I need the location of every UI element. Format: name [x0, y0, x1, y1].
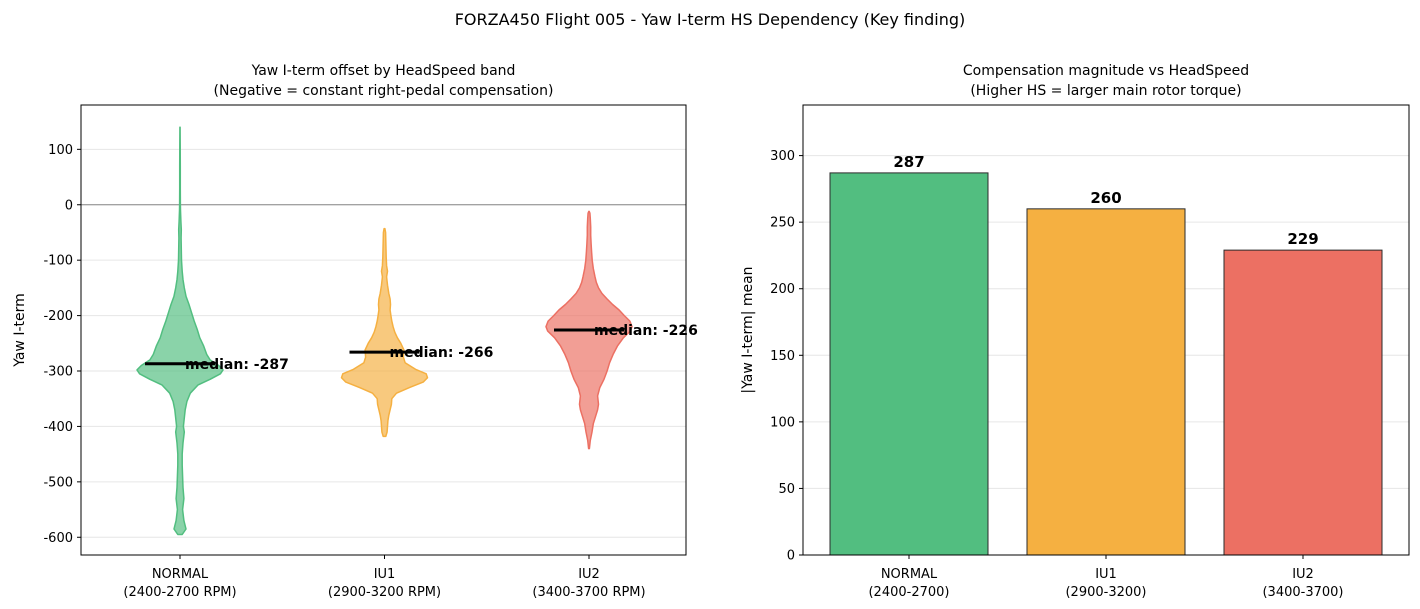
y-tick-label: -500 — [43, 475, 73, 490]
y-tick-label: 300 — [770, 149, 795, 164]
y-tick-label: 100 — [48, 143, 73, 158]
bars: 287 260 229 — [829, 153, 1383, 556]
bar-value-label: 229 — [1287, 230, 1318, 248]
bar-y-axis: 0 50 100 150 200 250 300 — [770, 149, 803, 564]
violin-iu1 — [340, 227, 429, 438]
x-tick-label: IU1 — [374, 567, 396, 582]
x-tick-label: IU2 — [1292, 567, 1314, 582]
y-tick-label: -400 — [43, 420, 73, 435]
y-tick-label: -200 — [43, 309, 73, 324]
x-tick-label: NORMAL — [152, 567, 209, 582]
bar-normal — [829, 172, 989, 556]
x-tick-label: (2900-3200 RPM) — [328, 585, 441, 600]
median-label: median: -287 — [185, 357, 289, 373]
y-tick-label: 0 — [65, 198, 73, 213]
median-markers: median: -287 median: -266 median: -226 — [145, 323, 698, 373]
figure-suptitle: FORZA450 Flight 005 - Yaw I-term HS Depe… — [455, 10, 966, 29]
violin-y-axis-label: Yaw I-term — [12, 293, 28, 368]
violin-x-axis: NORMAL (2400-2700 RPM) IU1 (2900-3200 RPM) I… — [123, 555, 646, 600]
violin-normal — [136, 126, 224, 536]
x-tick-label: IU2 — [578, 567, 600, 582]
y-tick-label: 50 — [778, 482, 795, 497]
y-tick-label: 100 — [770, 415, 795, 430]
y-tick-label: 250 — [770, 216, 795, 231]
y-tick-label: -100 — [43, 254, 73, 269]
violin-plot-frame — [80, 104, 687, 556]
violin-chart: Yaw I-term offset by HeadSpeed band (Neg… — [12, 63, 698, 600]
x-tick-label: (3400-3700) — [1262, 585, 1343, 600]
violin-chart-subtitle: (Negative = constant right-pedal compens… — [214, 83, 554, 99]
x-tick-label: (2400-2700 RPM) — [123, 585, 236, 600]
bar-x-axis: NORMAL (2400-2700) IU1 (2900-3200) IU2 (3400-… — [868, 555, 1344, 600]
median-label: median: -226 — [594, 323, 698, 339]
bar-value-label: 287 — [893, 153, 924, 171]
y-tick-label: 0 — [787, 549, 795, 564]
bar-iu1 — [1026, 208, 1186, 556]
bar-y-axis-label: |Yaw I-term| mean — [740, 266, 756, 393]
bar-iu2 — [1223, 249, 1383, 556]
x-tick-label: (2400-2700) — [868, 585, 949, 600]
y-tick-label: 200 — [770, 282, 795, 297]
y-tick-label: -600 — [43, 531, 73, 546]
bar-value-label: 260 — [1090, 189, 1121, 207]
x-tick-label: (3400-3700 RPM) — [532, 585, 645, 600]
bar-chart-title: Compensation magnitude vs HeadSpeed — [963, 63, 1249, 79]
violin-y-axis: 100 0 -100 -200 -300 -400 -500 -600 — [43, 143, 81, 546]
median-label: median: -266 — [390, 345, 494, 361]
x-tick-label: (2900-3200) — [1065, 585, 1146, 600]
bar-chart: Compensation magnitude vs HeadSpeed (Hig… — [740, 63, 1410, 600]
bar-chart-subtitle: (Higher HS = larger main rotor torque) — [970, 83, 1241, 99]
y-tick-label: 150 — [770, 349, 795, 364]
y-tick-label: -300 — [43, 365, 73, 380]
violin-chart-title: Yaw I-term offset by HeadSpeed band — [251, 63, 516, 79]
x-tick-label: NORMAL — [881, 567, 938, 582]
x-tick-label: IU1 — [1095, 567, 1117, 582]
